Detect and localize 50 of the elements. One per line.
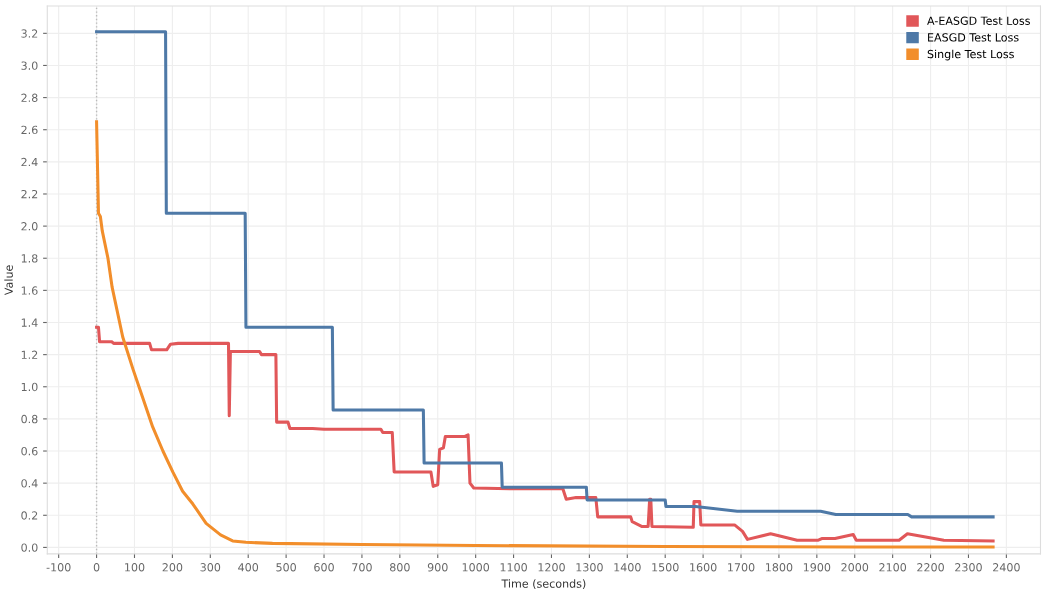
- y-tick-label: 2.0: [21, 222, 38, 231]
- x-axis-title: Time (seconds): [501, 579, 586, 590]
- x-tick-label: 2200: [917, 563, 944, 572]
- legend-label: A-EASGD Test Loss: [927, 16, 1030, 25]
- x-tick-label: 1400: [614, 563, 641, 572]
- x-tick-label: 300: [200, 563, 221, 572]
- x-tick-label: 1200: [538, 563, 565, 572]
- x-tick-label: 2100: [879, 563, 907, 572]
- x-tick-label: 2000: [841, 563, 869, 572]
- x-tick-label: 2300: [955, 563, 982, 572]
- y-tick-label: 0.8: [21, 414, 38, 424]
- x-tick-label: 1500: [652, 563, 679, 572]
- x-tick-label: 400: [238, 563, 259, 572]
- y-tick-label: 0.0: [21, 543, 38, 552]
- y-tick-label: 3.2: [21, 29, 38, 38]
- x-tick-label: 800: [389, 563, 410, 572]
- x-tick-label: 500: [276, 563, 296, 572]
- x-tick-label: 600: [314, 563, 334, 572]
- x-tick-label: 100: [125, 563, 145, 572]
- x-tick-label: 1300: [576, 563, 603, 572]
- x-tick-label: 900: [427, 563, 448, 572]
- y-tick-label: 1.8: [21, 254, 38, 263]
- legend-label: EASGD Test Loss: [928, 33, 1019, 42]
- x-tick-label: 1000: [462, 563, 490, 572]
- x-tick-label: -100: [46, 563, 71, 572]
- y-axis-title: Value: [4, 265, 13, 296]
- y-tick-label: 1.0: [21, 382, 38, 392]
- legend-label: Single Test Loss: [927, 49, 1014, 61]
- y-tick-label: 2.2: [21, 189, 38, 199]
- line-series: [95, 120, 995, 549]
- x-tick-label: 1800: [766, 563, 793, 572]
- line-series: [95, 325, 995, 543]
- y-tick-label: 2.6: [21, 125, 38, 135]
- y-tick-label: 1.6: [21, 286, 38, 295]
- x-tick-label: 2400: [993, 563, 1020, 572]
- x-tick-label: 700: [352, 563, 372, 572]
- y-tick-label: 0.2: [21, 511, 38, 520]
- y-tick-label: 0.4: [21, 479, 38, 488]
- y-tick-label: 1.4: [21, 318, 38, 327]
- x-tick-label: 1700: [728, 563, 755, 572]
- y-tick-label: 2.4: [21, 157, 38, 167]
- x-tick-label: 1600: [690, 563, 717, 572]
- x-tick-label: 1100: [500, 563, 527, 572]
- y-tick-label: 3.0: [21, 61, 38, 70]
- x-tick-label: 200: [162, 563, 183, 572]
- x-tick-label: 1900: [803, 563, 831, 572]
- y-tick-label: 1.2: [21, 350, 38, 359]
- y-tick-label: 0.6: [21, 447, 38, 456]
- x-tick-label: 0: [93, 563, 100, 572]
- y-tick-label: 2.8: [21, 93, 38, 102]
